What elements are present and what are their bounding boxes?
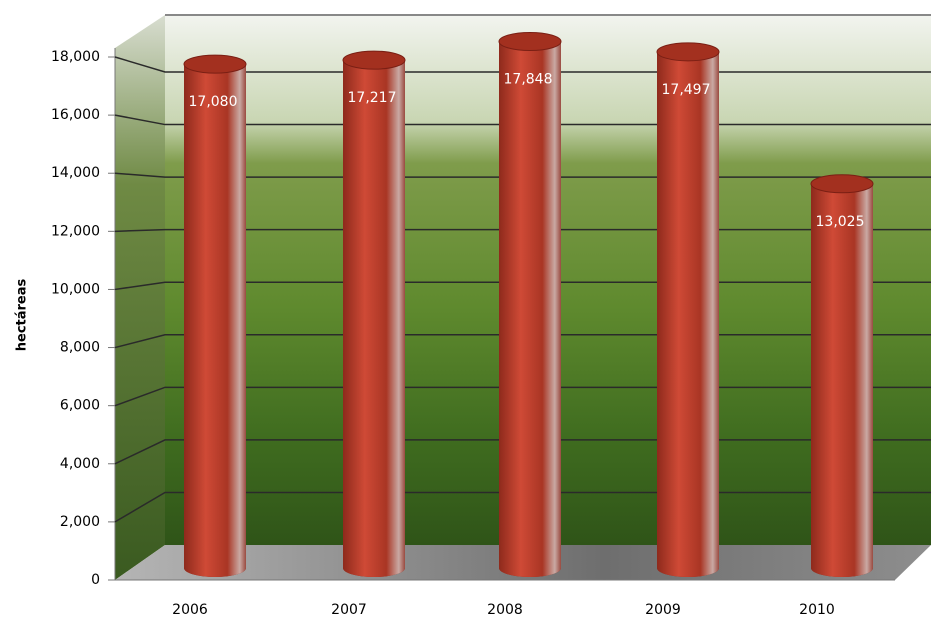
y-tick-label: 6,000 (60, 398, 100, 414)
x-tick-label: 2009 (645, 602, 681, 618)
bar-cap (656, 42, 720, 62)
y-tick-label: 8,000 (60, 340, 100, 356)
value-label: 17,217 (348, 90, 397, 106)
y-tick-label: 2,000 (60, 514, 100, 530)
y-tick-label: 14,000 (51, 165, 100, 181)
y-tick-label: 10,000 (51, 281, 100, 297)
bar (343, 60, 405, 577)
y-tick-label: 12,000 (51, 223, 100, 239)
y-tick-label: 18,000 (51, 49, 100, 65)
x-tick-label: 2008 (487, 602, 523, 618)
side-wall (115, 15, 165, 580)
y-tick-label: 16,000 (51, 107, 100, 123)
bar (499, 41, 561, 577)
y-axis-label: hectáreas (15, 278, 30, 351)
y-tick-label: 0 (91, 572, 100, 588)
value-label: 17,080 (189, 94, 238, 110)
bar (657, 51, 719, 577)
x-tick-label: 2006 (172, 602, 208, 618)
bar-cap (498, 31, 562, 51)
y-tick-label: 4,000 (60, 456, 100, 472)
x-tick-label: 2007 (331, 602, 367, 618)
bar-cap (183, 54, 247, 74)
bar-cap (342, 50, 406, 70)
value-label: 13,025 (816, 214, 865, 230)
x-tick-label: 2010 (799, 602, 835, 618)
bar-cap (810, 174, 874, 194)
bar (184, 64, 246, 577)
value-label: 17,497 (662, 82, 711, 98)
value-label: 17,848 (504, 71, 553, 87)
bar (811, 183, 873, 577)
